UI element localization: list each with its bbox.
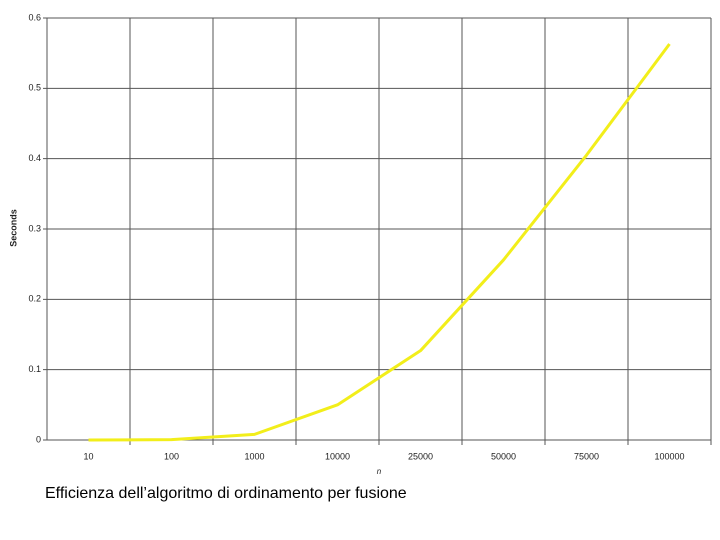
x-axis-label: n: [377, 467, 382, 476]
x-tick-label: 50000: [491, 451, 516, 461]
x-tick-label: 10: [83, 451, 93, 461]
y-tick-label: 0.2: [28, 294, 41, 304]
x-tick-label: 75000: [574, 451, 599, 461]
data-line: [88, 43, 671, 442]
y-tick-label: 0.6: [28, 12, 41, 22]
caption: Efficienza dell’algoritmo di ordinamento…: [45, 485, 407, 502]
x-tick-label: 100: [164, 451, 179, 461]
y-tick-label: 0.3: [28, 223, 41, 233]
x-tick-label: 100000: [654, 451, 684, 461]
y-tick-label: 0.5: [28, 83, 41, 93]
x-tick-label: 1000: [244, 451, 264, 461]
x-tick-label: 10000: [325, 451, 350, 461]
y-tick-label: 0.4: [28, 153, 41, 163]
y-tick-label: 0.1: [28, 364, 41, 374]
x-tick-label: 25000: [408, 451, 433, 461]
y-axis-label: Seconds: [8, 209, 18, 247]
y-tick-label: 0: [36, 434, 41, 444]
